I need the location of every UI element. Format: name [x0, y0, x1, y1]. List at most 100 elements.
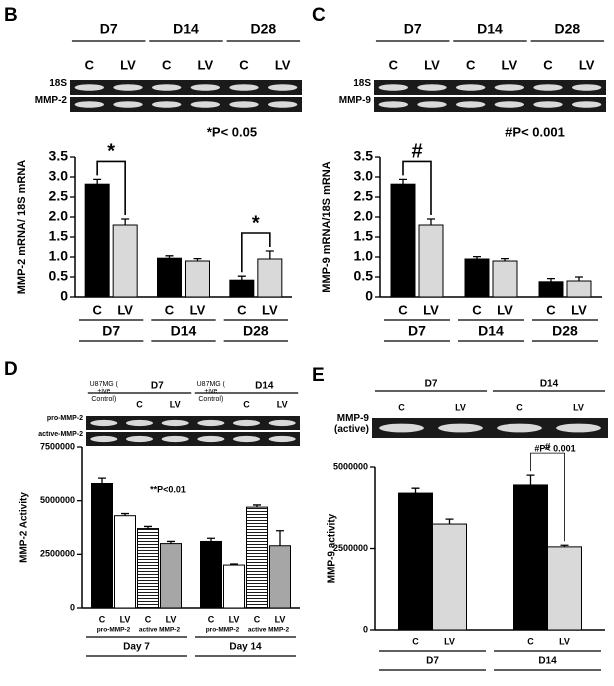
error-bar — [230, 563, 238, 566]
x-category-label: D28 — [552, 323, 578, 339]
gel-band — [268, 419, 296, 427]
error-bar — [167, 540, 175, 544]
y-tick-label: 0 — [70, 602, 75, 612]
x-group-label: active MMP-2 — [139, 627, 181, 634]
x-tick-label: C — [398, 302, 408, 317]
x-tick-label: C — [527, 636, 534, 646]
gel-band — [417, 101, 447, 108]
gel-lane-label: C — [389, 57, 399, 72]
gel-row-label: 18S — [353, 79, 371, 89]
gel-row-label-box: active-MMP-2 — [38, 431, 83, 438]
gel-lane-label: C — [243, 399, 250, 409]
gel-lane-label: LV — [579, 57, 595, 72]
error-bar — [575, 276, 583, 281]
bar — [114, 515, 136, 609]
x-tick-label: LV — [497, 302, 513, 317]
bar — [257, 258, 283, 298]
x-tick-label: C — [254, 614, 261, 624]
bar — [137, 528, 159, 609]
x-tick-label: C — [92, 302, 102, 317]
gel-lane-label: C — [543, 57, 553, 72]
y-tick-label: 1.5 — [49, 228, 69, 244]
y-tick-label: 2.5 — [354, 188, 374, 204]
gel-band — [113, 84, 143, 91]
error-bar — [98, 477, 106, 484]
gel-row-label-box: MMP-9 — [339, 96, 371, 106]
significance-bracket — [241, 232, 271, 273]
bar — [160, 543, 182, 609]
gel-header: D28 — [250, 21, 276, 37]
gel-band — [197, 435, 225, 443]
x-category-label: Day 7 — [123, 642, 150, 653]
gel-lane-label: LV — [455, 402, 466, 412]
gel-lane-label: LV — [277, 399, 288, 409]
gel-lane-label: LV — [573, 402, 584, 412]
gel-lane-label: C — [466, 57, 476, 72]
y-tick-label: 1.5 — [354, 228, 374, 244]
y-axis-label: MMP-2 Activity — [19, 492, 30, 563]
error-bar — [144, 525, 152, 529]
gel-row-label: pro-MMP-2 — [46, 415, 83, 422]
significance-label: * — [252, 212, 260, 234]
bar — [200, 540, 222, 609]
gel-row — [372, 418, 608, 438]
error-bar — [526, 474, 535, 485]
y-tick-label: 0.5 — [49, 268, 69, 284]
gel-band — [494, 84, 525, 91]
gel-band — [267, 84, 298, 91]
gel-band — [417, 84, 447, 91]
error-bar — [265, 250, 274, 259]
gel-band — [455, 84, 486, 91]
x-tick-label: C — [412, 636, 419, 646]
gel-row-label: MMP-2 — [34, 96, 67, 106]
x-group-label: pro-MMP-2 — [97, 627, 131, 634]
x-tick-label: C — [237, 302, 247, 317]
significance-label: # — [545, 442, 551, 453]
annotation: **P<0.01 — [150, 484, 186, 494]
significance-label: # — [411, 141, 422, 163]
gel-band — [74, 84, 105, 91]
annotation: #P< 0.001 — [505, 124, 565, 139]
gel-band — [190, 101, 221, 108]
gel-band — [379, 423, 424, 433]
x-tick-label: C — [145, 614, 152, 624]
gel-band — [161, 419, 189, 427]
gel-band — [74, 101, 105, 108]
error-bar — [501, 257, 509, 261]
gel-header: D7 — [151, 381, 164, 392]
gel-band — [232, 419, 261, 427]
gel-row-label: active-MMP-2 — [38, 431, 83, 438]
y-tick-label: 0.5 — [354, 268, 374, 284]
gel-lane-label: LV — [198, 57, 214, 72]
bar — [84, 183, 110, 298]
gel-band — [125, 435, 154, 443]
gel-band — [125, 419, 154, 427]
bar — [492, 260, 518, 298]
error-bar — [207, 537, 215, 542]
annotation: #P< 0.001 — [534, 443, 575, 453]
y-axis-label: MMP-9 mRNA/18S mRNA — [321, 161, 333, 292]
y-tick-label: 2.0 — [354, 208, 374, 224]
bar — [538, 281, 564, 298]
bar — [91, 482, 113, 609]
y-tick-label: 3.0 — [49, 168, 69, 184]
gel-header: D7 — [404, 21, 422, 37]
y-axis-label: MMP-9 activity — [327, 513, 338, 583]
gel-header: D14 — [477, 21, 503, 37]
bar — [464, 258, 490, 298]
x-tick-label: LV — [229, 614, 240, 624]
gel-band — [571, 101, 602, 108]
gel-band — [378, 101, 409, 108]
bar — [157, 257, 182, 298]
bar — [229, 279, 255, 298]
gel-band — [113, 101, 143, 108]
x-tick-label: LV — [117, 302, 133, 317]
gel-band — [267, 101, 298, 108]
gel-lane-label: C — [162, 57, 172, 72]
y-tick-label: 2.0 — [49, 208, 69, 224]
x-category-label: D7 — [408, 323, 426, 339]
x-group-label: active MMP-2 — [248, 627, 290, 634]
gel-header: D28 — [554, 21, 580, 37]
significance-label: * — [107, 141, 115, 163]
y-tick-label: 3.5 — [49, 148, 69, 164]
